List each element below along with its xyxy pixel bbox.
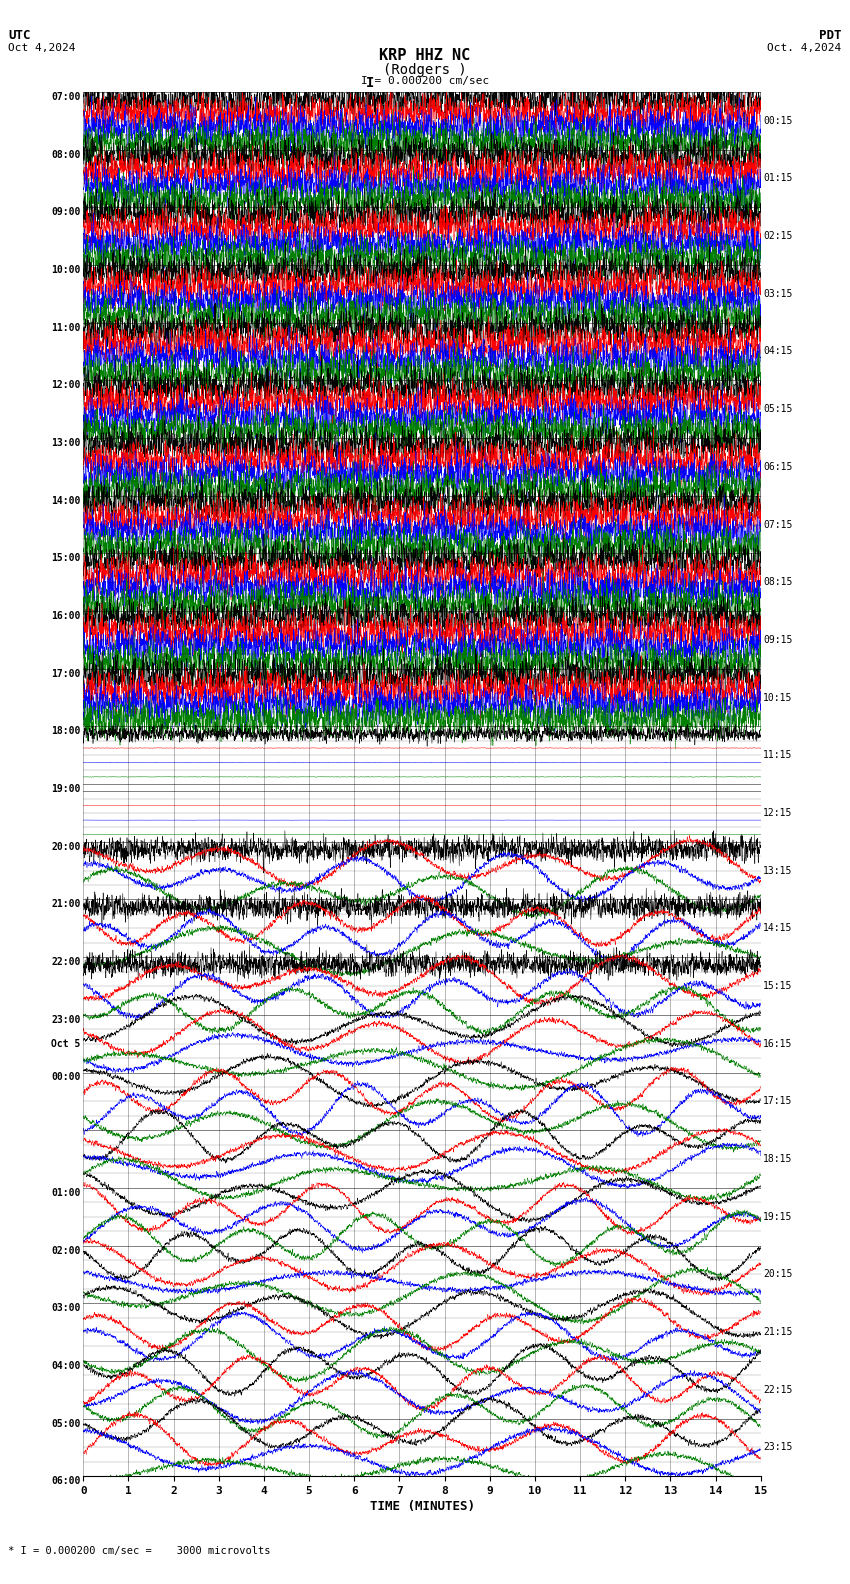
Text: * I = 0.000200 cm/sec =    3000 microvolts: * I = 0.000200 cm/sec = 3000 microvolts [8,1546,271,1555]
Text: 03:00: 03:00 [51,1304,81,1313]
Text: 08:00: 08:00 [51,149,81,160]
Text: 14:15: 14:15 [763,923,793,933]
Text: 05:00: 05:00 [51,1419,81,1429]
Text: 18:15: 18:15 [763,1155,793,1164]
Text: 23:15: 23:15 [763,1443,793,1453]
Text: 20:15: 20:15 [763,1269,793,1280]
Text: 06:15: 06:15 [763,463,793,472]
Text: I = 0.000200 cm/sec: I = 0.000200 cm/sec [361,76,489,86]
Text: Oct 5: Oct 5 [51,1039,81,1049]
Text: 00:00: 00:00 [51,1072,81,1082]
Text: KRP HHZ NC: KRP HHZ NC [379,48,471,62]
Text: 10:00: 10:00 [51,265,81,276]
Text: 03:15: 03:15 [763,288,793,299]
Text: 07:00: 07:00 [51,92,81,101]
X-axis label: TIME (MINUTES): TIME (MINUTES) [370,1500,474,1513]
Text: 17:15: 17:15 [763,1096,793,1106]
Text: 20:00: 20:00 [51,841,81,852]
Text: 15:15: 15:15 [763,980,793,992]
Text: PDT: PDT [819,29,842,41]
Text: 16:00: 16:00 [51,611,81,621]
Text: 19:15: 19:15 [763,1212,793,1221]
Text: 02:15: 02:15 [763,231,793,241]
Text: 18:00: 18:00 [51,727,81,737]
Text: 07:15: 07:15 [763,520,793,529]
Text: 00:15: 00:15 [763,116,793,125]
Text: 09:00: 09:00 [51,208,81,217]
Text: (Rodgers ): (Rodgers ) [383,63,467,78]
Text: 06:00: 06:00 [51,1476,81,1486]
Text: 01:15: 01:15 [763,173,793,184]
Text: UTC: UTC [8,29,31,41]
Text: 08:15: 08:15 [763,577,793,588]
Text: 16:15: 16:15 [763,1039,793,1049]
Text: 10:15: 10:15 [763,692,793,703]
Text: 15:00: 15:00 [51,553,81,564]
Text: Oct 4,2024: Oct 4,2024 [8,43,76,52]
Text: 22:15: 22:15 [763,1384,793,1396]
Text: 14:00: 14:00 [51,496,81,505]
Text: 23:00: 23:00 [51,1015,81,1025]
Text: 19:00: 19:00 [51,784,81,794]
Text: 22:00: 22:00 [51,957,81,968]
Text: 09:15: 09:15 [763,635,793,645]
Text: 21:15: 21:15 [763,1327,793,1337]
Text: 13:15: 13:15 [763,865,793,876]
Text: 12:15: 12:15 [763,808,793,817]
Text: 11:15: 11:15 [763,751,793,760]
Text: 21:00: 21:00 [51,900,81,909]
Text: 12:00: 12:00 [51,380,81,390]
Text: 01:00: 01:00 [51,1188,81,1198]
Text: 05:15: 05:15 [763,404,793,413]
Text: 17:00: 17:00 [51,668,81,678]
Text: 04:15: 04:15 [763,347,793,356]
Text: 13:00: 13:00 [51,437,81,448]
Text: I: I [366,76,374,90]
Text: 04:00: 04:00 [51,1361,81,1370]
Text: 02:00: 02:00 [51,1245,81,1256]
Text: Oct. 4,2024: Oct. 4,2024 [768,43,842,52]
Text: 11:00: 11:00 [51,323,81,333]
